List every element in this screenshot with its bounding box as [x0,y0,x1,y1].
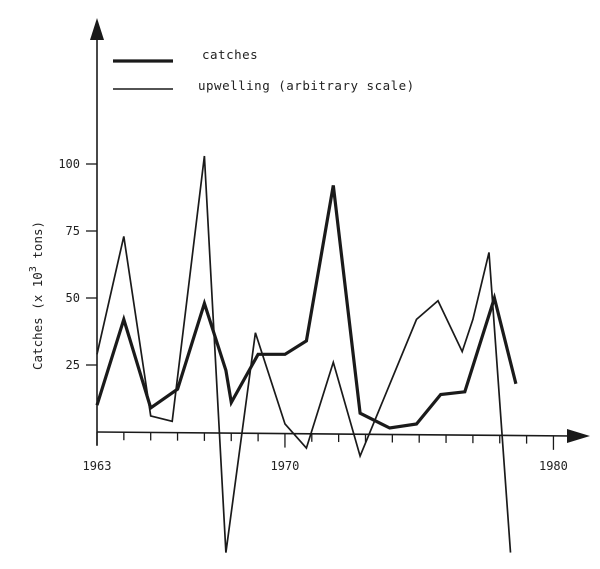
x-tick-label: 1963 [83,459,112,473]
legend-item-catches: catches [113,47,258,63]
series-upwelling-line [96,155,512,553]
y-axis-title: Catches (x 103 tons) [28,221,45,370]
x-tick-label: 1980 [539,459,568,473]
y-ticks [86,163,97,366]
x-axis-arrow-icon [567,429,590,443]
x-tick-label: 1970 [270,459,299,473]
legend-label: catches [202,47,258,62]
y-tick-label: 25 [66,358,80,372]
legend-label: upwelling (arbitrary scale) [198,78,415,93]
series-catches-line [95,185,518,430]
y-tick-label: 50 [66,291,80,305]
x-axis [96,429,590,443]
y-axis-arrow-icon [90,18,104,40]
y-axis [90,18,104,445]
y-tick-labels: 25 50 75 100 [58,157,80,372]
legend-item-upwelling: upwelling (arbitrary scale) [113,78,415,93]
legend: catches upwelling (arbitrary scale) [113,47,415,93]
x-tick-labels: 1963 1970 1980 [83,459,568,473]
y-tick-label: 100 [58,157,80,171]
y-tick-label: 75 [66,224,80,238]
